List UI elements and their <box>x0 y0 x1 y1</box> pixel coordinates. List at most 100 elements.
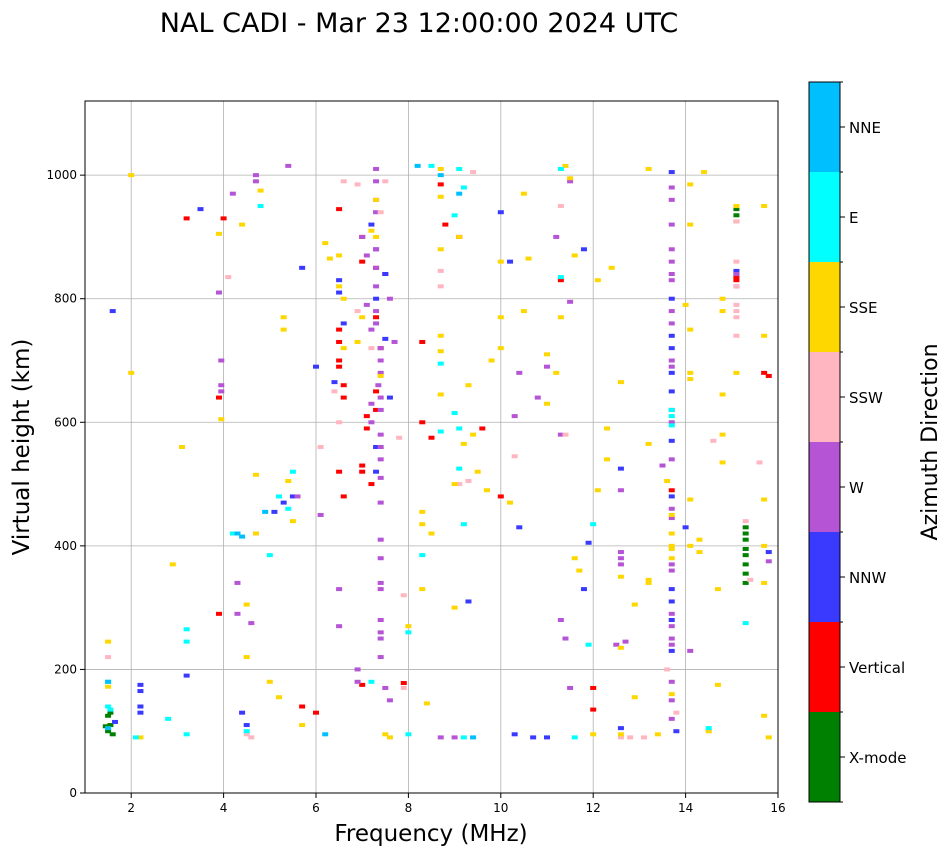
data-point <box>105 713 112 718</box>
data-point <box>604 426 611 431</box>
data-point <box>742 571 749 576</box>
data-point <box>183 639 190 644</box>
data-point <box>340 321 347 326</box>
data-point <box>299 723 306 728</box>
data-point <box>622 639 629 644</box>
data-point <box>428 435 435 440</box>
data-point <box>229 191 236 196</box>
data-point <box>386 395 393 400</box>
data-point <box>428 163 435 168</box>
data-point <box>516 370 523 375</box>
y-tick-label: 0 <box>69 786 77 800</box>
data-point <box>668 259 675 264</box>
data-point <box>215 611 222 616</box>
data-point <box>423 701 430 706</box>
data-point <box>562 163 569 168</box>
data-point <box>132 735 139 740</box>
data-point <box>377 407 384 412</box>
data-point <box>285 506 292 511</box>
data-point <box>590 522 597 527</box>
data-point <box>373 234 380 239</box>
data-point <box>262 509 269 514</box>
data-point <box>437 194 444 199</box>
data-point <box>382 272 389 276</box>
data-point <box>317 445 324 449</box>
data-point <box>257 188 264 193</box>
data-point <box>373 469 380 474</box>
data-point <box>733 278 740 283</box>
data-point <box>742 537 749 542</box>
data-point <box>419 553 426 558</box>
data-point <box>668 624 675 629</box>
data-point <box>252 173 259 178</box>
data-point <box>742 525 749 530</box>
data-point <box>373 407 380 412</box>
data-point <box>437 333 444 338</box>
x-tick-label: 14 <box>678 801 693 815</box>
data-point <box>354 339 361 344</box>
data-point <box>617 562 624 567</box>
data-point <box>719 392 726 397</box>
data-point <box>336 278 343 283</box>
data-point <box>396 435 403 440</box>
data-point <box>368 327 375 332</box>
data-point <box>520 309 527 314</box>
data-point <box>747 577 754 582</box>
data-point <box>331 380 338 385</box>
data-point <box>562 432 569 437</box>
data-point <box>761 713 768 718</box>
plot-area: 2 4 6 8 10 12 14 16 0 200 400 600 800 1000 <box>46 100 786 815</box>
data-point <box>377 655 384 660</box>
data-point <box>373 296 380 301</box>
data-point <box>437 166 444 171</box>
x-axis-label: Frequency (MHz) <box>334 821 527 847</box>
data-point <box>687 648 694 653</box>
data-point <box>377 636 384 641</box>
data-point <box>668 556 675 561</box>
data-point <box>604 457 611 462</box>
data-point <box>668 642 675 647</box>
data-point <box>497 210 504 215</box>
data-point <box>234 580 241 585</box>
data-point <box>340 383 347 388</box>
data-point <box>109 309 116 314</box>
colorbar-segment <box>809 532 840 622</box>
data-point <box>313 364 319 369</box>
colorbar-segment <box>809 82 840 172</box>
data-point <box>557 432 564 437</box>
data-point <box>377 457 384 462</box>
data-point <box>377 556 384 561</box>
data-point <box>668 692 675 697</box>
data-point <box>363 426 370 431</box>
data-point <box>511 414 518 419</box>
data-point <box>377 358 384 363</box>
data-point <box>544 401 550 406</box>
data-point <box>107 723 114 728</box>
data-point <box>137 710 144 715</box>
data-point <box>239 710 246 715</box>
colorbar-tick-label: SSW <box>849 389 883 407</box>
data-point <box>668 636 675 641</box>
data-point <box>488 358 495 363</box>
y-axis-ticks: 0 200 400 600 800 1000 <box>46 168 85 800</box>
data-point <box>645 166 652 171</box>
data-point <box>765 373 772 378</box>
colorbar-segment <box>809 712 840 802</box>
data-point <box>456 191 463 196</box>
data-point <box>719 309 726 314</box>
data-point <box>617 466 624 471</box>
data-point <box>400 685 407 690</box>
data-point <box>340 296 347 301</box>
series-w <box>215 163 772 740</box>
data-point <box>668 309 675 314</box>
data-point <box>419 420 426 425</box>
data-point <box>359 682 366 687</box>
data-point <box>220 216 227 221</box>
data-point <box>668 618 675 622</box>
colorbar-tick-label: E <box>849 209 858 227</box>
data-point <box>405 630 412 635</box>
data-point <box>405 732 412 737</box>
data-point <box>331 389 338 394</box>
data-point <box>668 272 675 276</box>
data-point <box>252 531 259 536</box>
